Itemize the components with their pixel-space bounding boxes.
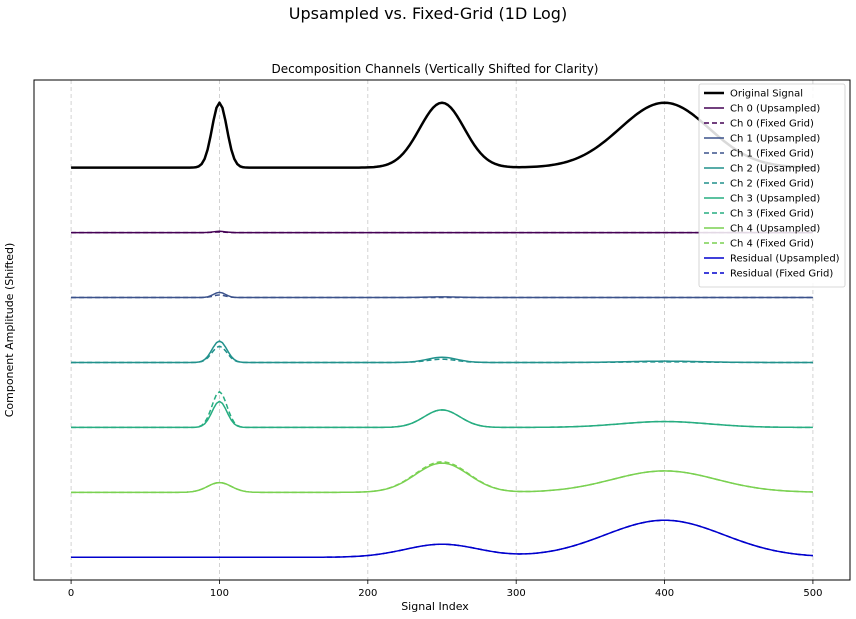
legend-label-11: Residual (Upsampled) (730, 254, 840, 265)
x-tick-label-200: 200 (358, 588, 377, 599)
legend-label-3: Ch 1 (Upsampled) (730, 134, 820, 145)
series-line-6 (71, 345, 813, 364)
chart-title: Decomposition Channels (Vertically Shift… (271, 62, 598, 76)
x-tick-label-400: 400 (655, 588, 674, 599)
legend-label-0: Original Signal (730, 89, 803, 100)
x-tick-label-300: 300 (507, 588, 526, 599)
x-tick-label-500: 500 (803, 588, 822, 599)
legend-label-4: Ch 1 (Fixed Grid) (730, 149, 814, 160)
series-lines (71, 101, 813, 559)
legend-label-1: Ch 0 (Upsampled) (730, 104, 820, 115)
legend-label-5: Ch 2 (Upsampled) (730, 164, 820, 175)
x-tick-label-0: 0 (68, 588, 74, 599)
x-axis-ticks: 0 100 200 300 400 500 (68, 580, 822, 599)
series-line-4 (71, 294, 813, 299)
legend-box (698, 83, 846, 288)
series-line-2 (71, 231, 813, 234)
legend-label-8: Ch 3 (Fixed Grid) (730, 209, 814, 220)
legend-label-9: Ch 4 (Upsampled) (730, 224, 820, 235)
legend-label-10: Ch 4 (Fixed Grid) (730, 239, 814, 250)
plot-area (70, 80, 814, 580)
axes-frame (33, 79, 851, 581)
series-line-10 (71, 461, 813, 494)
legend-label-6: Ch 2 (Fixed Grid) (730, 179, 814, 190)
series-line-8 (71, 390, 813, 429)
x-tick-label-100: 100 (210, 588, 229, 599)
y-axis-label: Component Amplitude (Shifted) (3, 243, 16, 418)
x-axis-label: Signal Index (401, 600, 469, 613)
legend: Original Signal Ch 0 (Upsampled) Ch 0 (Fix… (698, 83, 846, 288)
series-line-0 (71, 101, 813, 169)
legend-label-7: Ch 3 (Upsampled) (730, 194, 820, 205)
figure-suptitle: Upsampled vs. Fixed-Grid (1D Log) (289, 4, 567, 23)
legend-label-12: Residual (Fixed Grid) (730, 269, 833, 280)
legend-label-2: Ch 0 (Fixed Grid) (730, 119, 814, 130)
series-line-12 (71, 519, 813, 559)
